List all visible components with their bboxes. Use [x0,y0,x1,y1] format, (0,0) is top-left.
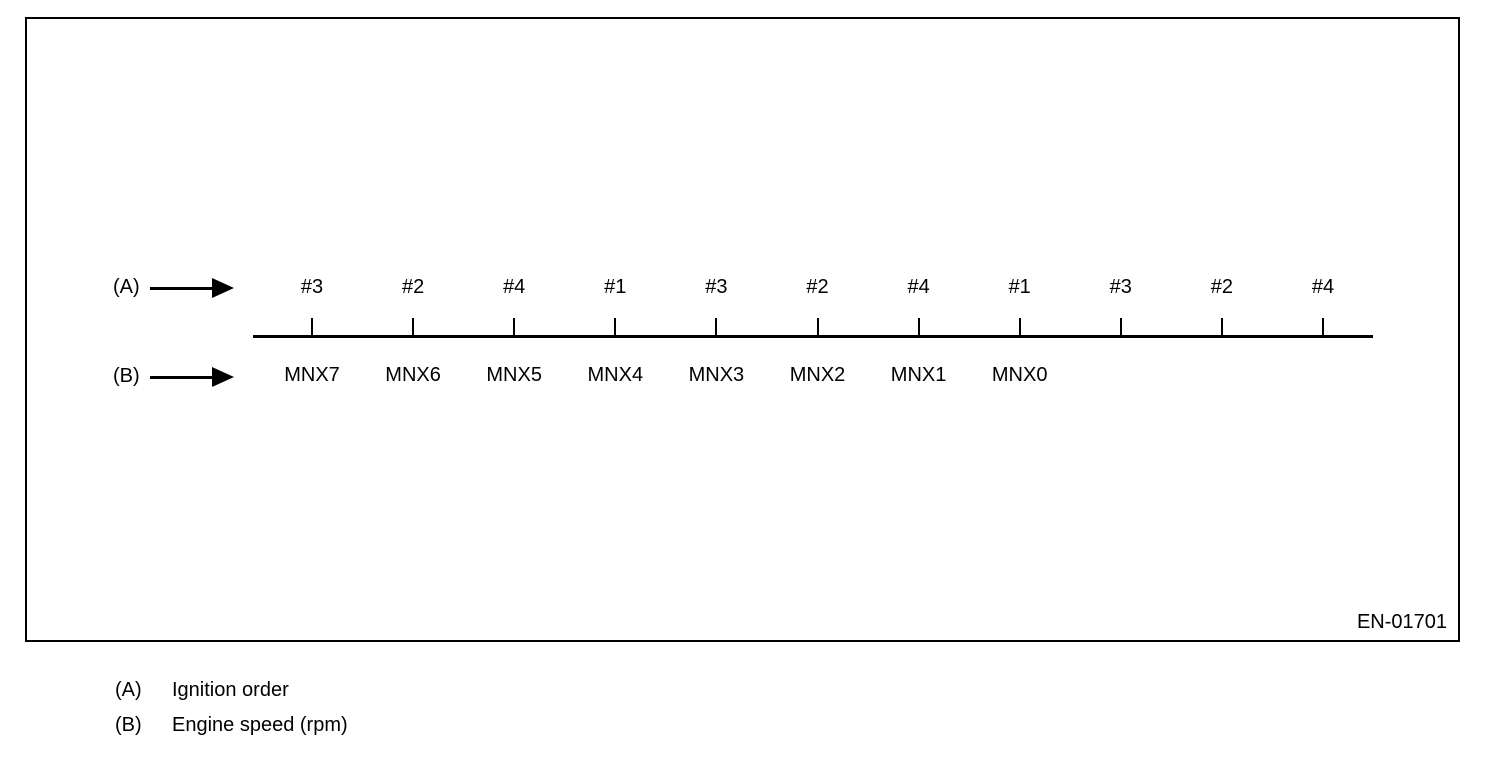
ignition-order-label: #2 [401,276,425,298]
ignition-order-label: #2 [806,276,829,298]
figure-code: EN-01701 [1356,611,1447,633]
tick-mark [816,318,819,335]
row-a-arrow-icon [212,278,234,298]
ignition-order-label: #3 [300,276,324,298]
diagram-box: (A) (B) #3 #2 #4 #1 #3 #2 #4 #1 #3 #2 #4 MNX7 MNX6 MN… [25,17,1460,642]
legend-row-b: (B) Engine speed (rpm) [115,713,348,748]
engine-speed-label: MNX0 [991,364,1048,386]
legend-label-a: Ignition order [172,679,289,701]
ignition-order-label: #3 [705,276,728,298]
legend-label-b: Engine speed (rpm) [172,714,348,736]
timeline-axis [253,335,1373,338]
tick-mark [412,318,415,335]
row-a-label: (A) [113,276,140,298]
engine-speed-label: MNX2 [789,364,846,386]
tick-mark [614,318,617,335]
ignition-order-label: #1 [604,276,627,298]
row-b-label: (B) [113,365,140,387]
ignition-order-label: #4 [1311,276,1335,298]
ignition-order-label: #3 [1109,276,1132,298]
engine-speed-label: MNX1 [890,364,947,386]
legend-row-a: (A) Ignition order [115,678,348,713]
engine-speed-label: MNX4 [587,364,644,386]
row-b-arrow-line [150,376,212,379]
tick-mark [311,318,313,335]
ignition-order-label: #4 [907,276,930,298]
engine-speed-label: MNX6 [385,364,441,386]
ignition-order-label: #4 [503,276,526,298]
engine-speed-label: MNX5 [486,364,542,386]
tick-mark [1119,318,1122,335]
row-a-arrow-line [150,287,212,290]
row-b-arrow-icon [212,367,234,387]
legend-key-a: (A) [115,679,142,701]
ignition-order-label: #1 [1008,276,1031,298]
tick-mark [1322,318,1324,335]
tick-mark [715,318,718,335]
tick-mark [1220,318,1223,335]
legend-key-b: (B) [115,714,142,736]
engine-speed-label: MNX7 [284,364,340,386]
tick-mark [1018,318,1021,335]
legend: (A) Ignition order (B) Engine speed (rpm) [115,678,348,748]
engine-speed-label: MNX3 [688,364,745,386]
ignition-order-label: #2 [1210,276,1234,298]
tick-mark [917,318,920,335]
tick-mark [513,318,516,335]
